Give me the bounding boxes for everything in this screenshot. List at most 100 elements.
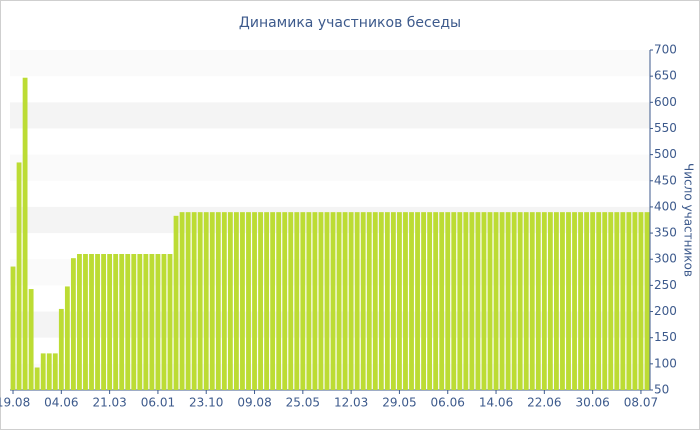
bar xyxy=(95,254,100,390)
chart-title: Динамика участников беседы xyxy=(239,15,461,31)
bar xyxy=(572,212,577,390)
bar xyxy=(360,212,366,390)
bar xyxy=(596,212,602,390)
bar xyxy=(137,254,143,390)
bar xyxy=(397,212,402,390)
bar xyxy=(64,286,70,390)
y-tick-label: 650 xyxy=(654,69,677,83)
bar xyxy=(614,212,620,390)
x-tick-label: 30.06 xyxy=(575,396,609,410)
bar xyxy=(638,212,644,390)
bar xyxy=(378,212,384,390)
bar xyxy=(312,212,318,390)
bar xyxy=(77,254,82,390)
bar xyxy=(590,212,596,390)
bar xyxy=(463,212,469,390)
y-tick-label: 250 xyxy=(654,278,677,292)
bar xyxy=(554,212,559,390)
bar xyxy=(451,212,457,390)
x-tick-label: 06.06 xyxy=(431,396,465,410)
bar xyxy=(457,212,463,390)
bar xyxy=(433,212,439,390)
bar xyxy=(566,212,571,390)
y-axis-label: Число участников xyxy=(682,163,696,277)
bar xyxy=(342,212,348,390)
bar xyxy=(523,212,529,390)
bar xyxy=(318,212,324,390)
bar xyxy=(197,212,203,390)
bar xyxy=(22,77,28,390)
bar xyxy=(246,212,251,390)
bar xyxy=(427,212,433,390)
x-tick-label: 19.08 xyxy=(0,396,30,410)
bar xyxy=(125,254,131,390)
bar xyxy=(288,212,294,390)
bar xyxy=(487,212,493,390)
bar xyxy=(179,212,185,390)
bar xyxy=(499,212,505,390)
bar xyxy=(541,212,547,390)
bar xyxy=(173,215,179,390)
bar xyxy=(469,212,475,390)
x-tick-label: 09.08 xyxy=(237,396,271,410)
grid-band xyxy=(10,50,650,77)
bar xyxy=(560,212,565,390)
grid-band xyxy=(10,102,650,129)
bar xyxy=(421,212,426,390)
bar xyxy=(209,212,215,390)
bar xyxy=(493,212,499,390)
bar xyxy=(366,212,372,390)
bar xyxy=(403,212,408,390)
bar xyxy=(294,212,300,390)
bar xyxy=(58,308,64,390)
bar xyxy=(282,212,288,390)
bar xyxy=(348,212,354,390)
bar xyxy=(409,212,414,390)
bar xyxy=(415,212,420,390)
bar xyxy=(306,212,312,390)
bar xyxy=(264,212,270,390)
bar xyxy=(517,212,523,390)
bar xyxy=(626,212,632,390)
bar xyxy=(300,212,306,390)
bar xyxy=(475,212,481,390)
y-tick-label: 300 xyxy=(654,252,677,266)
bar xyxy=(215,212,221,390)
x-tick-label: 12.03 xyxy=(334,396,368,410)
bar xyxy=(324,212,330,390)
y-tick-label: 350 xyxy=(654,226,677,240)
bar xyxy=(511,212,517,390)
bar xyxy=(107,254,113,390)
x-tick-label: 23.10 xyxy=(189,396,223,410)
bar xyxy=(270,212,276,390)
x-tick-label: 04.06 xyxy=(44,396,78,410)
y-tick-label: 400 xyxy=(654,199,677,213)
bar xyxy=(505,212,511,390)
bar xyxy=(390,212,396,390)
bar xyxy=(644,212,650,390)
x-tick-label: 29.05 xyxy=(382,396,416,410)
bar xyxy=(481,212,487,390)
bar xyxy=(185,212,191,390)
x-tick-label: 22.06 xyxy=(527,396,561,410)
y-tick-label: 550 xyxy=(654,121,677,135)
bar xyxy=(203,212,209,390)
y-tick-label: 500 xyxy=(654,147,677,161)
grid-band xyxy=(10,154,650,181)
bar xyxy=(221,212,227,390)
bar xyxy=(602,212,608,390)
x-tick-label: 08.07 xyxy=(624,396,658,410)
bar xyxy=(89,254,94,390)
bar xyxy=(330,212,336,390)
bar xyxy=(227,212,233,390)
bar xyxy=(439,212,445,390)
bar xyxy=(161,254,167,390)
bar xyxy=(34,367,40,390)
bar xyxy=(46,353,52,390)
bar xyxy=(234,212,239,390)
bar xyxy=(240,212,245,390)
y-tick-label: 200 xyxy=(654,304,677,318)
y-tick-label: 100 xyxy=(654,356,677,370)
bar xyxy=(70,258,76,390)
bar xyxy=(384,212,390,390)
